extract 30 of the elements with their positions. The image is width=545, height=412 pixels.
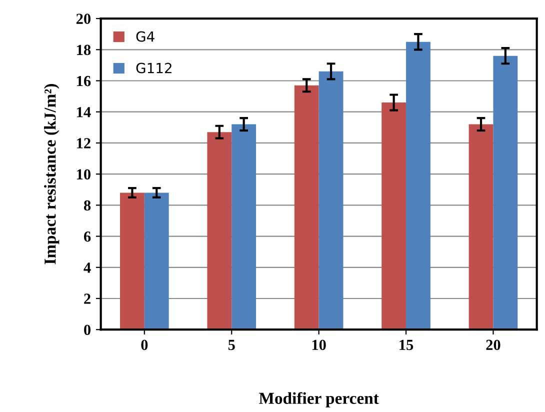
y-tick-label: 14 [77,107,91,118]
y-tick-label: 0 [84,324,91,336]
y-tick-label: 20 [76,14,91,24]
bar [232,124,256,330]
bar [207,132,232,330]
bar [294,85,319,330]
y-tick-label: 8 [84,200,91,211]
x-tick-label: 0 [141,340,148,350]
x-axis-title: Modifier percent [259,392,379,408]
bar [493,56,518,330]
y-tick-label: 18 [77,44,91,56]
legend-label: G112 [136,62,172,74]
bar [120,192,144,330]
bar [318,71,344,330]
x-tick-label: 20 [486,340,500,350]
x-tick-label: 15 [400,340,414,350]
x-tick-label: 5 [228,340,235,350]
bar [406,42,430,330]
x-tick-label: 10 [312,340,326,350]
y-tick-label: 16 [77,76,91,86]
bar [144,192,169,330]
bar [468,124,494,330]
bar [382,102,406,330]
y-tick-label: 6 [84,231,91,242]
y-axis-title: Impact resistance (kJ/m²) [44,84,60,264]
legend-label: G4 [136,31,154,42]
y-tick-label: 4 [84,262,91,273]
y-tick-label: 12 [77,138,90,148]
y-tick-label: 2 [84,294,90,304]
y-tick-label: 10 [77,169,91,180]
